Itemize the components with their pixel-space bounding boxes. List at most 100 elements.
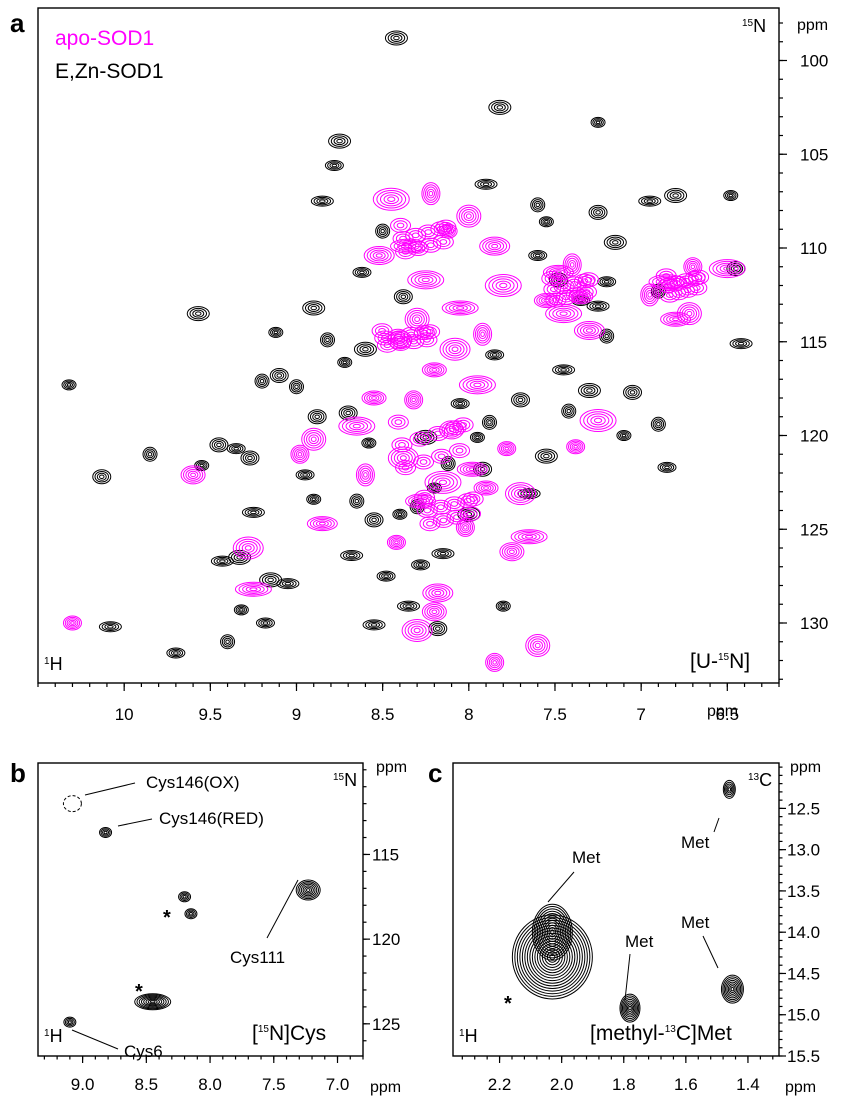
ezn-peak-contour [602,332,611,341]
apo-peak-contour [573,321,605,340]
apo-peak-contour [401,464,410,471]
apo-peak-contour [309,517,335,530]
apo-peak-contour [586,413,610,428]
ezn-peak-contour [173,651,179,655]
apo-peak-contour [414,316,421,322]
apo-peak-contour [394,540,399,545]
apo-peak-contour [564,255,580,275]
apo-peak-contour [421,362,447,378]
ezn-peak [530,197,546,213]
ezn-peak-contour [487,350,502,360]
apo-peak-contour [392,539,401,546]
apo-peak [361,390,387,406]
ezn-peak-contour [353,341,377,357]
apo-peak [555,289,577,305]
apo-peak-contour [456,461,488,477]
ezn-peak [364,512,384,528]
ezn-peak-contour [612,240,619,245]
apo-peak-contour [473,382,482,388]
ezn-peak-contour [560,368,567,372]
ezn-peak-contour [480,181,493,188]
apo-peak-contour [421,277,430,283]
x-tick-label: 10 [115,705,134,724]
x-tick-label: 2.2 [488,1075,512,1094]
apo-peak-contour [431,609,438,615]
x-tick-label: 1.8 [612,1075,636,1094]
ezn-peak [376,570,396,582]
apo-peak-contour [439,337,471,361]
apo-peak-contour [238,583,269,596]
apo-peak [427,425,449,441]
apo-peak-contour [488,276,519,295]
cys-peak-contour [64,1017,75,1027]
apo-peak-contour [694,274,703,280]
apo-peak-contour [514,488,528,499]
apo-peak-contour [372,251,386,260]
ezn-peak-contour [356,343,375,355]
ezn-peak-contour [268,326,284,338]
apo-peak-contour [543,281,565,297]
apo-peak-contour [404,307,430,331]
apo-peak-contour [306,516,338,532]
ezn-peak [488,99,512,115]
x-tick-label: 9 [292,705,301,724]
ezn-peak-contour [244,508,263,517]
ezn-peak-contour [491,353,498,357]
apo-peak-contour [369,249,389,262]
ezn-peak-contour [593,208,604,217]
ezn-peak-contour [411,559,431,571]
panel-b-y-unit: ppm [376,759,407,776]
ezn-peak-contour [274,371,285,380]
legend-ezn: E,Zn-SOD1 [55,60,164,83]
apo-peak [338,416,376,436]
apo-peak-contour [410,272,441,288]
apo-peak [473,322,493,346]
apo-peak [456,461,488,477]
apo-peak-contour [534,642,541,649]
leader-cys146red [117,818,153,827]
x-tick-label: 7.5 [543,705,567,724]
ezn-peak-contour [320,332,336,348]
apo-peak-contour [423,507,432,514]
ezn-peak [511,392,531,408]
apo-peak [458,375,496,395]
apo-peak-contour [395,244,417,260]
apo-peak-contour [665,292,674,298]
y-tick-label: 125 [800,520,828,539]
ezn-peak-contour [475,435,480,440]
apo-peak-contour [573,444,578,449]
apo-peak-contour [552,307,575,320]
apo-peak-contour [455,517,475,537]
apo-peak-contour [551,269,565,276]
ezn-peak-contour [542,218,551,225]
ezn-peak-contour [226,443,246,455]
ezn-peak-contour [413,560,428,570]
ezn-peak-contour [63,380,75,390]
cys-peak [63,1016,77,1028]
apo-peak-contour [391,437,413,453]
ezn-peak-contour [276,578,300,590]
apo-peak [432,234,454,250]
ezn-peak-contour [566,408,572,414]
ezn-peak [254,373,270,389]
apo-peak [62,615,82,631]
met-peak-contour [519,922,586,992]
ezn-peak-contour [594,119,603,126]
met-peak-contour [621,997,638,1020]
ezn-peak [349,493,365,509]
apo-peak-contour [452,417,474,433]
ezn-peak-contour [398,292,409,301]
apo-peak-contour [411,232,420,239]
apo-peak-contour [416,503,438,518]
apo-peak-contour [463,508,478,519]
met-peak [722,779,736,799]
ezn-peak-contour [625,386,640,399]
panel-a-x-axis: 10 9.5 9 8.5 8 7.5 7 6.5 [37,683,780,724]
apo-peak-contour [383,342,392,349]
ezn-peak [485,349,505,361]
ezn-peak [255,617,275,629]
apo-peak-contour [431,588,445,598]
apo-peak-contour [517,490,525,497]
ezn-peak-contour [501,604,506,608]
ezn-peak-contour [199,463,204,468]
